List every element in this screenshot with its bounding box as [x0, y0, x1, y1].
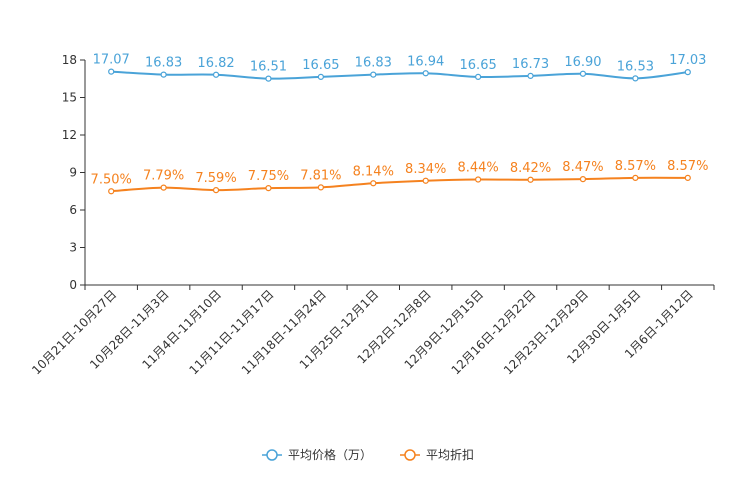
chart-legend[interactable]: 平均价格（万） 平均折扣 [262, 447, 474, 462]
data-point [212, 71, 220, 78]
data-point [265, 75, 272, 82]
data-label: 8.42% [510, 161, 551, 176]
series-line [111, 70, 688, 80]
data-label: 16.65 [460, 58, 497, 73]
data-point [265, 185, 272, 192]
data-point [370, 71, 377, 78]
data-label: 7.59% [195, 171, 236, 186]
data-label: 8.34% [405, 162, 446, 177]
y-tick-label: 18 [62, 53, 77, 67]
data-point [422, 70, 429, 77]
data-label: 17.07 [93, 53, 130, 68]
data-point [160, 71, 167, 78]
data-label: 16.73 [512, 57, 549, 72]
data-label: 7.79% [143, 169, 184, 184]
data-label: 16.82 [197, 56, 234, 71]
data-label: 8.57% [615, 159, 656, 174]
chart-axes: 036912151810月21日-10月27日10月28日-11月3日11月4日… [29, 53, 715, 377]
y-tick-label: 6 [69, 203, 77, 217]
data-point [370, 180, 377, 187]
data-point [684, 174, 691, 181]
data-point [475, 73, 482, 80]
series-1: 7.50% 7.79% 7.59% 7.75% 7.81% 8.14% 8.34% 8.44%… [91, 159, 708, 195]
data-point [527, 72, 534, 79]
data-label: 8.44% [457, 161, 498, 176]
data-point [108, 68, 115, 75]
data-label: 16.90 [564, 55, 601, 70]
data-point [212, 187, 220, 194]
data-point [527, 176, 534, 183]
y-tick-label: 0 [69, 278, 77, 292]
series-0: 17.07 16.83 16.82 16.51 16.65 16.83 16.94 16.65… [93, 53, 706, 82]
data-label: 16.83 [145, 56, 182, 71]
data-point [579, 70, 587, 77]
data-point [317, 73, 324, 80]
data-label: 8.47% [562, 160, 603, 175]
data-point [317, 184, 324, 191]
data-label: 7.50% [91, 172, 132, 187]
data-label: 8.14% [353, 164, 394, 179]
y-tick-label: 12 [62, 128, 77, 142]
x-tick-label: 10月21日-10月27日 [29, 287, 119, 377]
data-point [579, 176, 587, 183]
y-tick-label: 3 [69, 241, 77, 255]
data-point [684, 69, 691, 76]
data-point [632, 75, 639, 82]
data-point [632, 174, 639, 181]
data-label: 16.83 [355, 56, 392, 71]
data-label: 16.94 [407, 54, 444, 69]
y-tick-label: 9 [69, 166, 77, 180]
data-label: 7.75% [248, 169, 289, 184]
data-label: 16.53 [617, 59, 654, 74]
legend-label: 平均价格（万） [288, 447, 372, 462]
data-point [108, 188, 115, 195]
data-label: 8.57% [667, 159, 708, 174]
data-point [160, 184, 167, 191]
series-line [111, 176, 688, 193]
chart-series: 17.07 16.83 16.82 16.51 16.65 16.83 16.94 16.65… [91, 53, 708, 195]
legend-label: 平均折扣 [426, 447, 474, 462]
data-point [475, 176, 482, 183]
legend-item-1[interactable]: 平均折扣 [400, 447, 474, 462]
data-point [422, 177, 429, 184]
data-label: 16.65 [302, 58, 339, 73]
legend-marker-icon [404, 449, 416, 461]
legend-marker-icon [266, 449, 278, 461]
data-label: 16.51 [250, 60, 287, 75]
data-label: 17.03 [669, 53, 706, 68]
legend-item-0[interactable]: 平均价格（万） [262, 447, 372, 462]
y-tick-label: 15 [62, 91, 77, 105]
data-label: 7.81% [300, 168, 341, 183]
